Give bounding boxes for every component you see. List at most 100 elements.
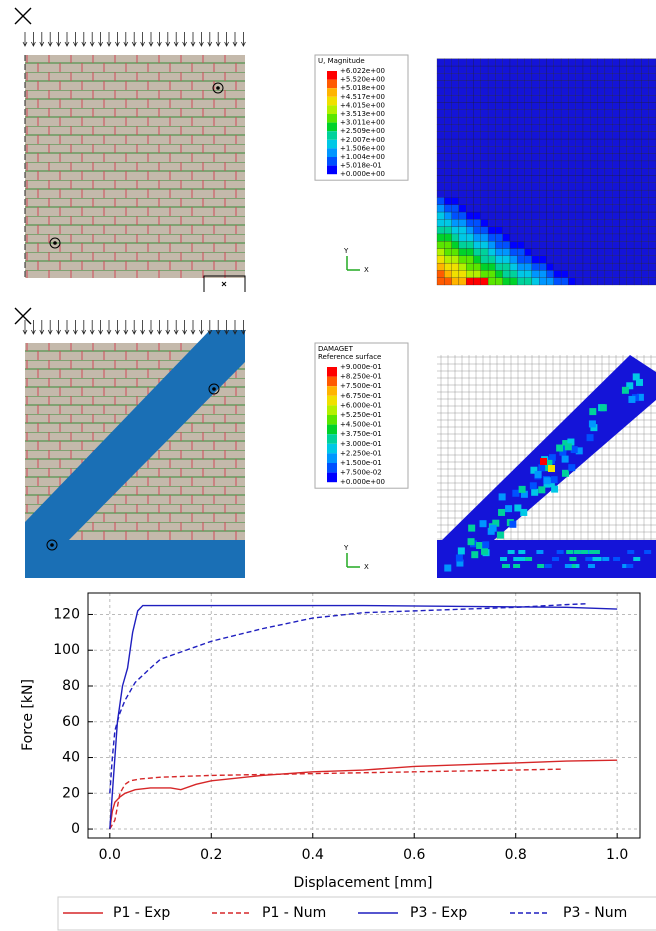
- mesh-cell: [627, 176, 634, 183]
- mesh-cell: [576, 249, 583, 256]
- mesh-cell: [495, 103, 502, 110]
- mesh-cell: [627, 227, 634, 234]
- damage-cell: [456, 555, 463, 562]
- mesh-cell: [590, 176, 597, 183]
- mesh-cell: [539, 73, 546, 80]
- mesh-cell: [444, 249, 451, 256]
- mesh-cell: [510, 168, 517, 175]
- damage-cell: [551, 486, 558, 493]
- damage-cell: [536, 550, 543, 554]
- mesh-cell: [532, 212, 539, 219]
- damage-cell: [520, 509, 527, 516]
- mesh-cell: [590, 263, 597, 270]
- mesh-cell: [481, 241, 488, 248]
- mesh-cell: [561, 241, 568, 248]
- mesh-cell: [474, 227, 481, 234]
- mesh-cell: [583, 219, 590, 226]
- mesh-cell: [452, 241, 459, 248]
- mesh-cell: [437, 212, 444, 219]
- mesh-cell: [510, 132, 517, 139]
- mesh-cell: [554, 190, 561, 197]
- mesh-cell: [612, 59, 619, 66]
- mesh-cell: [598, 66, 605, 73]
- pin-icon: [15, 308, 31, 324]
- load-arrow: [48, 320, 52, 334]
- mesh-cell: [641, 205, 648, 212]
- mesh-cell: [598, 190, 605, 197]
- mesh-cell: [561, 176, 568, 183]
- mesh-cell: [634, 161, 641, 168]
- mesh-cell: [612, 124, 619, 131]
- mesh-cell: [590, 183, 597, 190]
- triad: [347, 553, 360, 567]
- mesh-cell: [620, 132, 627, 139]
- damage-cell: [548, 465, 555, 472]
- mesh-cell: [452, 110, 459, 117]
- contour-band: [327, 97, 337, 106]
- mesh-cell: [503, 88, 510, 95]
- load-arrow: [157, 320, 161, 334]
- mesh-cell: [459, 73, 466, 80]
- mesh-cell: [634, 103, 641, 110]
- mesh-cell: [444, 81, 451, 88]
- mesh-cell: [649, 139, 656, 146]
- mesh-cell: [488, 190, 495, 197]
- mesh-cell: [554, 234, 561, 241]
- damage-cell: [556, 445, 563, 452]
- mesh-cell: [568, 103, 575, 110]
- mesh-cell: [561, 59, 568, 66]
- mesh-cell: [649, 278, 656, 285]
- contour-band: [327, 415, 337, 425]
- mesh-cell: [583, 95, 590, 102]
- mesh-cell: [459, 124, 466, 131]
- mesh-cell: [466, 183, 473, 190]
- mesh-cell: [568, 205, 575, 212]
- mesh-cell: [605, 73, 612, 80]
- mesh-cell: [525, 66, 532, 73]
- mesh-cell: [634, 219, 641, 226]
- mesh-cell: [503, 219, 510, 226]
- mesh-cell: [590, 256, 597, 263]
- mesh-cell: [620, 263, 627, 270]
- mesh-cell: [466, 256, 473, 263]
- contour-band: [327, 425, 337, 435]
- mesh-cell: [641, 124, 648, 131]
- mesh-cell: [444, 227, 451, 234]
- mesh-cell: [474, 234, 481, 241]
- mesh-cell: [649, 183, 656, 190]
- mesh-cell: [612, 197, 619, 204]
- mesh-cell: [510, 249, 517, 256]
- mesh-cell: [634, 278, 641, 285]
- mesh-cell: [459, 154, 466, 161]
- mesh-cell: [605, 256, 612, 263]
- mesh-cell: [532, 227, 539, 234]
- mesh-cell: [561, 278, 568, 285]
- support-mark: [222, 282, 226, 286]
- mesh-cell: [590, 110, 597, 117]
- mesh-cell: [510, 73, 517, 80]
- mesh-cell: [444, 117, 451, 124]
- mesh-cell: [503, 278, 510, 285]
- mesh-cell: [459, 190, 466, 197]
- mesh-cell: [517, 168, 524, 175]
- mesh-cell: [517, 59, 524, 66]
- mesh-cell: [627, 103, 634, 110]
- mesh-cell: [649, 263, 656, 270]
- mesh-cell: [590, 190, 597, 197]
- contour-title: U, Magnitude: [318, 57, 365, 65]
- mesh-cell: [583, 205, 590, 212]
- mesh-cell: [620, 146, 627, 153]
- mesh-cell: [649, 249, 656, 256]
- mesh-cell: [547, 190, 554, 197]
- mesh-cell: [583, 234, 590, 241]
- mesh-cell: [568, 190, 575, 197]
- mesh-cell: [444, 256, 451, 263]
- mesh-cell: [554, 154, 561, 161]
- mesh-cell: [612, 103, 619, 110]
- mesh-cell: [532, 88, 539, 95]
- load-arrow: [73, 32, 77, 46]
- mesh-cell: [641, 117, 648, 124]
- mesh-cell: [634, 59, 641, 66]
- mesh-cell: [641, 227, 648, 234]
- mesh-cell: [437, 154, 444, 161]
